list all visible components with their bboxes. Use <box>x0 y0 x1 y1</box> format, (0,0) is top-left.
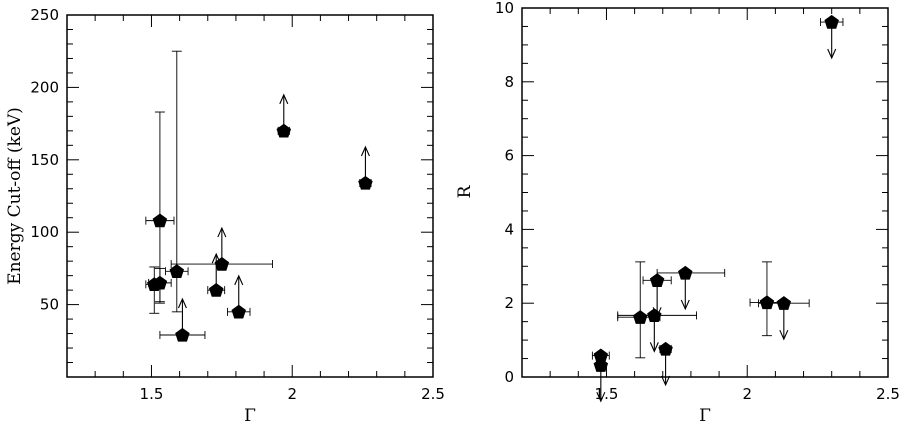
left-x-tick-label: 2.5 <box>421 385 445 403</box>
left-y-tick-label: 150 <box>30 151 59 169</box>
right-data-point <box>758 296 810 341</box>
right-data-point <box>656 265 726 311</box>
right-limit-arrow-head <box>652 307 662 318</box>
right-pentagon-marker <box>824 14 839 29</box>
left-x-axis-label: Γ <box>244 406 256 426</box>
right-y-tick-label: 6 <box>504 147 514 165</box>
left-pentagon-marker <box>276 123 292 138</box>
right-x-tick-label: 2 <box>742 385 752 403</box>
right-pentagon-marker <box>678 265 693 280</box>
left-limit-arrow-head <box>360 145 370 157</box>
left-data-point <box>358 145 373 190</box>
right-data-point <box>658 341 673 387</box>
right-y-tick-label: 4 <box>504 220 514 238</box>
right-limit-arrow-head <box>661 375 671 387</box>
left-limit-arrow-head <box>177 297 187 309</box>
right-pentagon-marker <box>593 358 609 372</box>
right-x-axis-label: Γ <box>699 406 711 426</box>
left-y-tick-label: 50 <box>40 296 59 314</box>
right-pentagon-marker <box>633 310 648 324</box>
right-y-axis-label: R <box>455 184 475 198</box>
right-limit-arrow-head <box>596 391 606 403</box>
right-limit-arrow-head <box>680 299 690 311</box>
right-y-tick-label: 2 <box>504 294 514 312</box>
left-y-tick-label: 100 <box>30 223 59 241</box>
left-pentagon-marker <box>169 264 185 278</box>
left-data-point <box>227 274 251 319</box>
right-y-tick-label: 0 <box>504 368 514 386</box>
right-limit-arrow-head <box>827 48 837 60</box>
right-pentagon-marker <box>649 273 665 287</box>
right-data-point <box>593 358 609 403</box>
left-pentagon-marker <box>152 213 168 228</box>
left-pentagon-marker <box>175 327 190 342</box>
left-pentagon-marker <box>208 283 224 297</box>
left-data-point <box>159 297 206 342</box>
left-plot-frame <box>66 14 434 378</box>
left-x-tick-label: 2 <box>287 385 297 403</box>
left-data-point <box>170 226 273 271</box>
right-limit-arrow-head <box>779 329 789 341</box>
left-data-point <box>148 267 172 304</box>
left-y-tick-label: 200 <box>30 78 59 96</box>
right-data-point <box>617 261 661 359</box>
right-limit-arrow-head <box>649 342 659 353</box>
right-y-tick-label: 8 <box>504 73 514 91</box>
right-plot-frame <box>521 7 889 378</box>
left-limit-arrow-head <box>234 274 244 286</box>
right-data-point <box>642 273 672 318</box>
right-y-tick-label: 10 <box>495 0 514 17</box>
left-data-point <box>276 93 292 138</box>
left-y-tick-label: 250 <box>30 6 59 24</box>
left-limit-arrow-head <box>217 226 227 238</box>
left-pentagon-marker <box>152 275 168 290</box>
right-pentagon-marker <box>759 295 775 310</box>
left-data-point <box>207 252 226 297</box>
left-data-point <box>165 50 189 313</box>
left-limit-arrow-head <box>279 93 289 105</box>
left-x-tick-label: 1.5 <box>140 385 164 403</box>
right-data-point <box>749 261 785 337</box>
right-pentagon-marker <box>658 341 673 356</box>
left-pentagon-marker <box>231 304 246 319</box>
left-y-axis-label: Energy Cut-off (keV) <box>5 107 25 285</box>
left-pentagon-marker <box>214 256 230 271</box>
right-pentagon-marker <box>776 296 792 310</box>
left-panel: 1.5 2 2.5 50 100 150 200 250 Γ Energy Cut-off (ke… <box>5 6 445 426</box>
right-data-point <box>819 14 844 60</box>
right-x-tick-label: 2.5 <box>876 385 900 403</box>
left-pentagon-marker <box>358 175 373 190</box>
